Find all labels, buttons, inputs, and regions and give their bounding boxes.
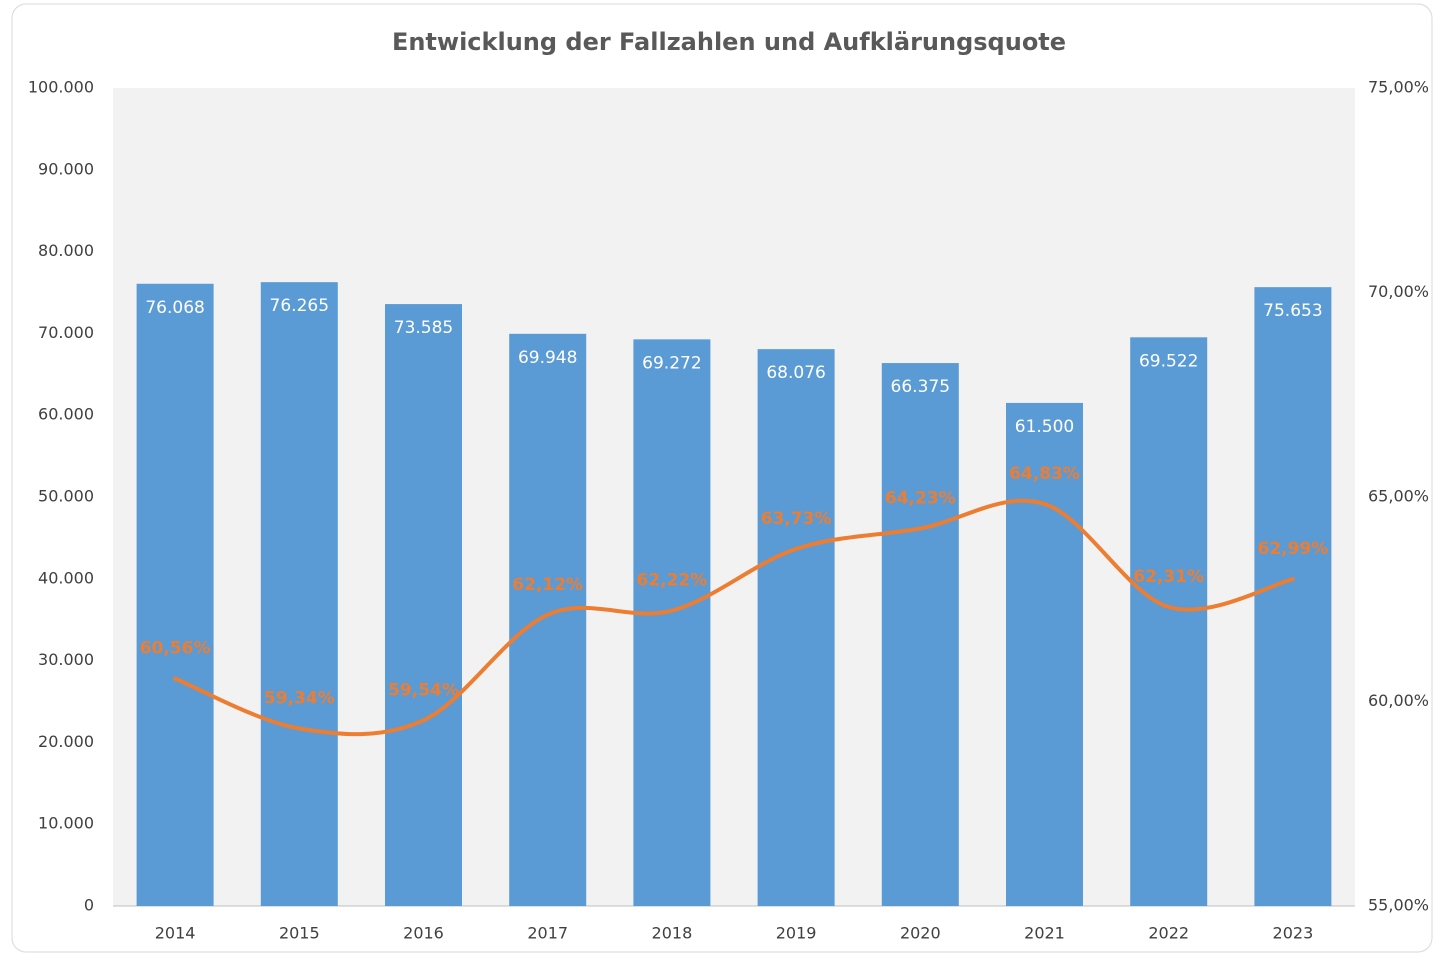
- bar: [881, 363, 959, 906]
- x-tick-label: 2019: [776, 924, 817, 943]
- line: [173, 498, 1295, 737]
- line-value-label: 59,34%: [264, 688, 335, 708]
- bar: [136, 283, 214, 906]
- bar: [633, 339, 711, 906]
- bar: [1254, 287, 1332, 906]
- bar: [757, 349, 835, 906]
- bar-value-label: 76.068: [145, 298, 204, 318]
- y-tick-label: 80.000: [38, 241, 94, 260]
- y-tick-label: 70.000: [38, 323, 94, 342]
- bar-value-label: 61.500: [1015, 417, 1074, 437]
- x-tick-label: 2018: [652, 924, 693, 943]
- bar-value-label: 69.522: [1139, 351, 1198, 371]
- x-tick-label: 2020: [900, 924, 941, 943]
- bar: [384, 304, 463, 906]
- bar-value-label: 73.585: [394, 318, 453, 338]
- y-tick-label: 20.000: [38, 732, 94, 751]
- x-tick-label: 2017: [527, 924, 568, 943]
- bar-value-label: 69.948: [518, 348, 577, 368]
- line-value-label: 60,56%: [140, 639, 211, 659]
- x-tick-label: 2023: [1273, 924, 1314, 943]
- line-value-label: 62,22%: [636, 571, 707, 591]
- y2-tick-label: 65,00%: [1368, 487, 1429, 506]
- line-value-label: 59,54%: [388, 680, 459, 700]
- bar-value-label: 68.076: [766, 363, 825, 383]
- y2-tick-label: 55,00%: [1368, 896, 1429, 915]
- chart-title: Entwicklung der Fallzahlen und Aufklärun…: [392, 28, 1066, 56]
- x-tick-label: 2014: [155, 924, 196, 943]
- y-tick-label: 100.000: [28, 78, 94, 97]
- bar-value-label: 75.653: [1263, 301, 1322, 321]
- bar-value-label: 76.265: [270, 296, 329, 316]
- x-tick-label: 2022: [1148, 924, 1189, 943]
- y-tick-label: 40.000: [38, 568, 94, 587]
- y-tick-label: 50.000: [38, 487, 94, 506]
- line-value-label: 63,73%: [761, 509, 832, 529]
- bar: [509, 333, 587, 907]
- x-tick-label: 2021: [1024, 924, 1065, 943]
- x-tick-label: 2016: [403, 924, 444, 943]
- bar-value-label: 69.272: [642, 353, 701, 373]
- y-tick-label: 60.000: [38, 405, 94, 424]
- line-value-label: 62,31%: [1133, 567, 1204, 587]
- line-value-label: 62,99%: [1257, 539, 1328, 559]
- bar: [1130, 337, 1208, 906]
- line-value-label: 64,83%: [1009, 464, 1080, 484]
- y-tick-label: 30.000: [38, 650, 94, 669]
- y2-tick-label: 60,00%: [1368, 691, 1429, 710]
- y2-tick-label: 75,00%: [1368, 78, 1429, 97]
- bar: [260, 282, 338, 906]
- bar-value-label: 66.375: [891, 377, 950, 397]
- y2-tick-label: 70,00%: [1368, 282, 1429, 301]
- bar: [1005, 402, 1084, 906]
- y-tick-label: 90.000: [38, 159, 94, 178]
- line-value-label: 64,23%: [885, 488, 956, 508]
- y-tick-label: 0: [84, 896, 94, 915]
- x-tick-label: 2015: [279, 924, 320, 943]
- line-value-label: 62,12%: [512, 575, 583, 595]
- y-tick-label: 10.000: [38, 814, 94, 833]
